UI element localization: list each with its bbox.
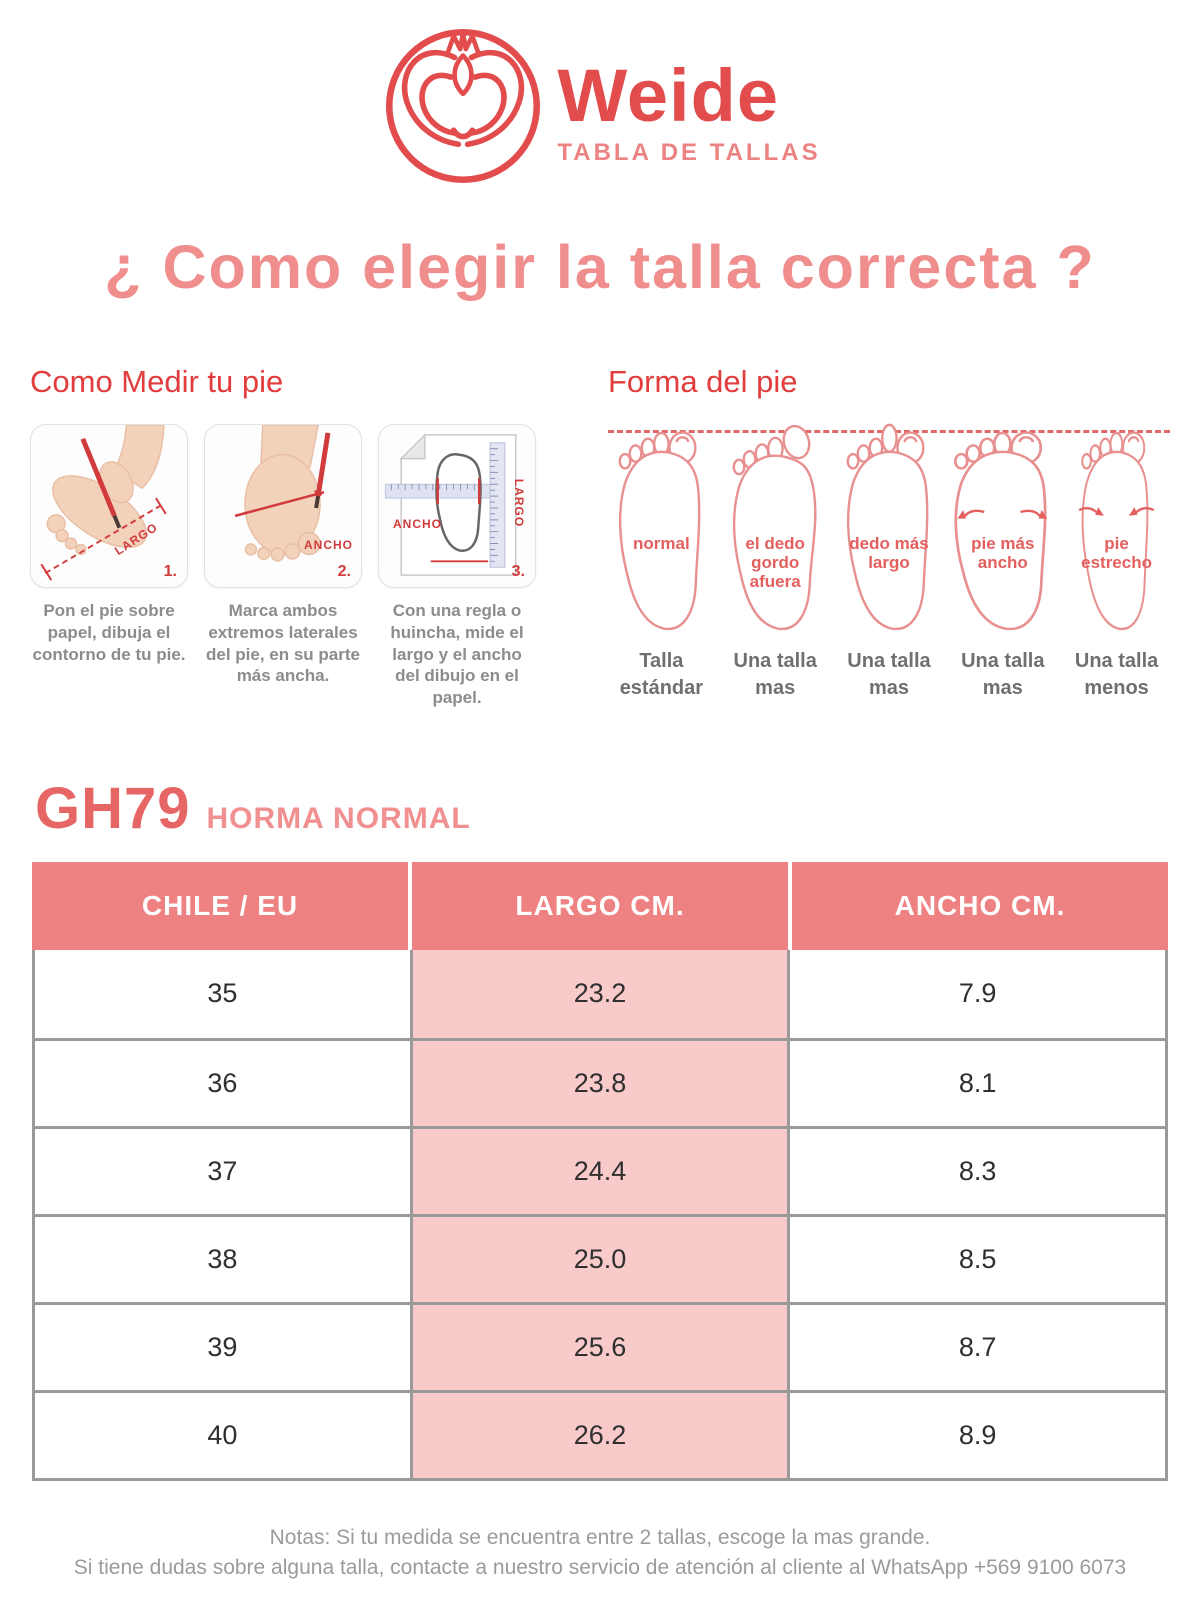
table-row: 36 23.8 8.1 (35, 1037, 1166, 1126)
narrow-foot-icon (1078, 431, 1155, 631)
foot-size-note: Una talla mas (961, 650, 1045, 699)
step-number: 1. (163, 563, 177, 580)
foot-type-normal: normal Talla estándar (608, 422, 715, 702)
brand-text: Weide TABLA DE TALLAS (557, 59, 820, 167)
column-header-chile-eu: CHILE / EU (141, 889, 299, 921)
size-cell: 37 (35, 1128, 410, 1214)
step-1-photo: LARGO 1. (30, 424, 188, 588)
note-line-1: Notas: Si tu medida se encuentra entre 2… (269, 1525, 931, 1549)
foot-size-note: Una talla menos (1074, 650, 1159, 699)
size-cell: 36 (35, 1040, 410, 1126)
step-2-photo: ANCHO 2. (204, 424, 362, 588)
largo-measure-label: LARGO (511, 479, 526, 528)
foot-inner-label: pie más ancho (971, 534, 1035, 573)
table-row: 35 23.2 7.9 (35, 949, 1166, 1038)
model-heading-row: GH79 HORMA NORMAL (0, 775, 1200, 842)
shape-heading: Forma del pie (608, 364, 798, 399)
table-row: 37 24.4 8.3 (35, 1125, 1166, 1214)
size-cell: 35 (35, 949, 410, 1038)
mark-foot-width-illustration (234, 425, 331, 562)
foot-size-note: Una talla mas (733, 650, 817, 699)
foot-shape-section: Forma del pie normal Talla (608, 364, 1170, 709)
weide-swan-logo-icon (379, 22, 547, 190)
content-row: Como Medir tu pie (0, 364, 1200, 709)
brand-header: Weide TABLA DE TALLAS (0, 0, 1200, 190)
foot-inner-label: pie estrecho (1081, 534, 1152, 573)
ancho-cell: 8.5 (787, 1216, 1166, 1302)
largo-cell: 24.4 (409, 1128, 788, 1214)
largo-cell: 25.0 (409, 1216, 788, 1302)
ancho-cell: 8.7 (787, 1304, 1166, 1390)
ancho-measure-label: ANCHO (393, 517, 442, 532)
size-table-body: 35 23.2 7.9 36 23.8 8.1 37 24.4 8.3 38 2… (32, 949, 1168, 1481)
measure-drawing-illustration (384, 433, 517, 576)
foot-type-wide: pie más ancho Una talla mas (949, 422, 1056, 702)
measure-steps: LARGO 1. Pon el pie sobre papel, dibuja … (30, 424, 578, 709)
table-row: 38 25.0 8.5 (35, 1213, 1166, 1302)
measure-step-2: ANCHO 2. Marca ambos extremos laterales … (204, 424, 362, 709)
step-number: 2. (337, 563, 351, 580)
size-table: CHILE / EU LARGO CM. ANCHO CM. 35 23.2 7… (32, 861, 1168, 1481)
foot-type-long-toe: dedo más largo Una talla mas (836, 422, 943, 702)
largo-cell: 26.2 (409, 1392, 788, 1478)
measure-step-3: ANCHO LARGO 3. Con una regla o huincha, … (378, 424, 536, 709)
step-1-caption: Pon el pie sobre papel, dibuja el contor… (32, 601, 186, 664)
ancho-cell: 8.9 (787, 1392, 1166, 1478)
ancho-measure-label: ANCHO (304, 538, 353, 553)
feet-row: normal Talla estándar el dedo gordo afue… (608, 422, 1170, 702)
foot-type-narrow: pie estrecho Una talla menos (1063, 422, 1170, 702)
size-cell: 38 (35, 1216, 410, 1302)
ancho-cell: 7.9 (787, 949, 1166, 1038)
brand-name: Weide (557, 54, 779, 137)
measure-heading: Como Medir tu pie (30, 364, 284, 399)
column-header-largo: LARGO CM. (408, 861, 788, 950)
foot-inner-label: normal (633, 534, 690, 553)
step-3-photo: ANCHO LARGO 3. (378, 424, 536, 588)
size-cell: 39 (35, 1304, 410, 1390)
foot-size-note: Una talla mas (847, 650, 931, 699)
table-row: 39 25.6 8.7 (35, 1301, 1166, 1390)
step-2-caption: Marca ambos extremos laterales del pie, … (206, 601, 360, 686)
measure-section: Como Medir tu pie (30, 364, 578, 709)
ancho-cell: 8.1 (787, 1040, 1166, 1126)
long-second-toe-foot-icon (846, 423, 928, 631)
largo-cell: 25.6 (409, 1304, 788, 1390)
foot-inner-label: dedo más largo (849, 534, 929, 573)
footer-notes: Notas: Si tu medida se encuentra entre 2… (0, 1523, 1200, 1584)
normal-foot-icon (618, 431, 701, 631)
wide-foot-icon (954, 431, 1048, 631)
model-code: GH79 (35, 775, 191, 841)
foot-type-bunion: el dedo gordo afuera Una talla mas (722, 422, 829, 702)
column-header-ancho: ANCHO CM. (788, 861, 1168, 950)
foot-inner-label: el dedo gordo afuera (745, 534, 805, 592)
page-title: ¿ Como elegir la talla correcta ? (104, 233, 1096, 301)
model-subtitle: HORMA NORMAL (206, 801, 471, 835)
measure-step-1: LARGO 1. Pon el pie sobre papel, dibuja … (30, 424, 188, 709)
brand-tagline: TABLA DE TALLAS (557, 139, 821, 166)
table-row: 40 26.2 8.9 (35, 1389, 1166, 1478)
bunion-foot-icon (732, 424, 817, 631)
step-number: 3. (511, 563, 525, 580)
size-table-header: CHILE / EU LARGO CM. ANCHO CM. (32, 861, 1168, 950)
ancho-cell: 8.3 (787, 1128, 1166, 1214)
draw-foot-outline-illustration (40, 425, 167, 581)
size-cell: 40 (35, 1392, 410, 1478)
note-line-2: Si tiene dudas sobre alguna talla, conta… (73, 1556, 1127, 1580)
foot-size-note: Talla estándar (619, 650, 704, 699)
largo-cell: 23.8 (409, 1040, 788, 1126)
largo-cell: 23.2 (409, 949, 788, 1038)
step-3-caption: Con una regla o huincha, mide el largo y… (390, 601, 524, 707)
